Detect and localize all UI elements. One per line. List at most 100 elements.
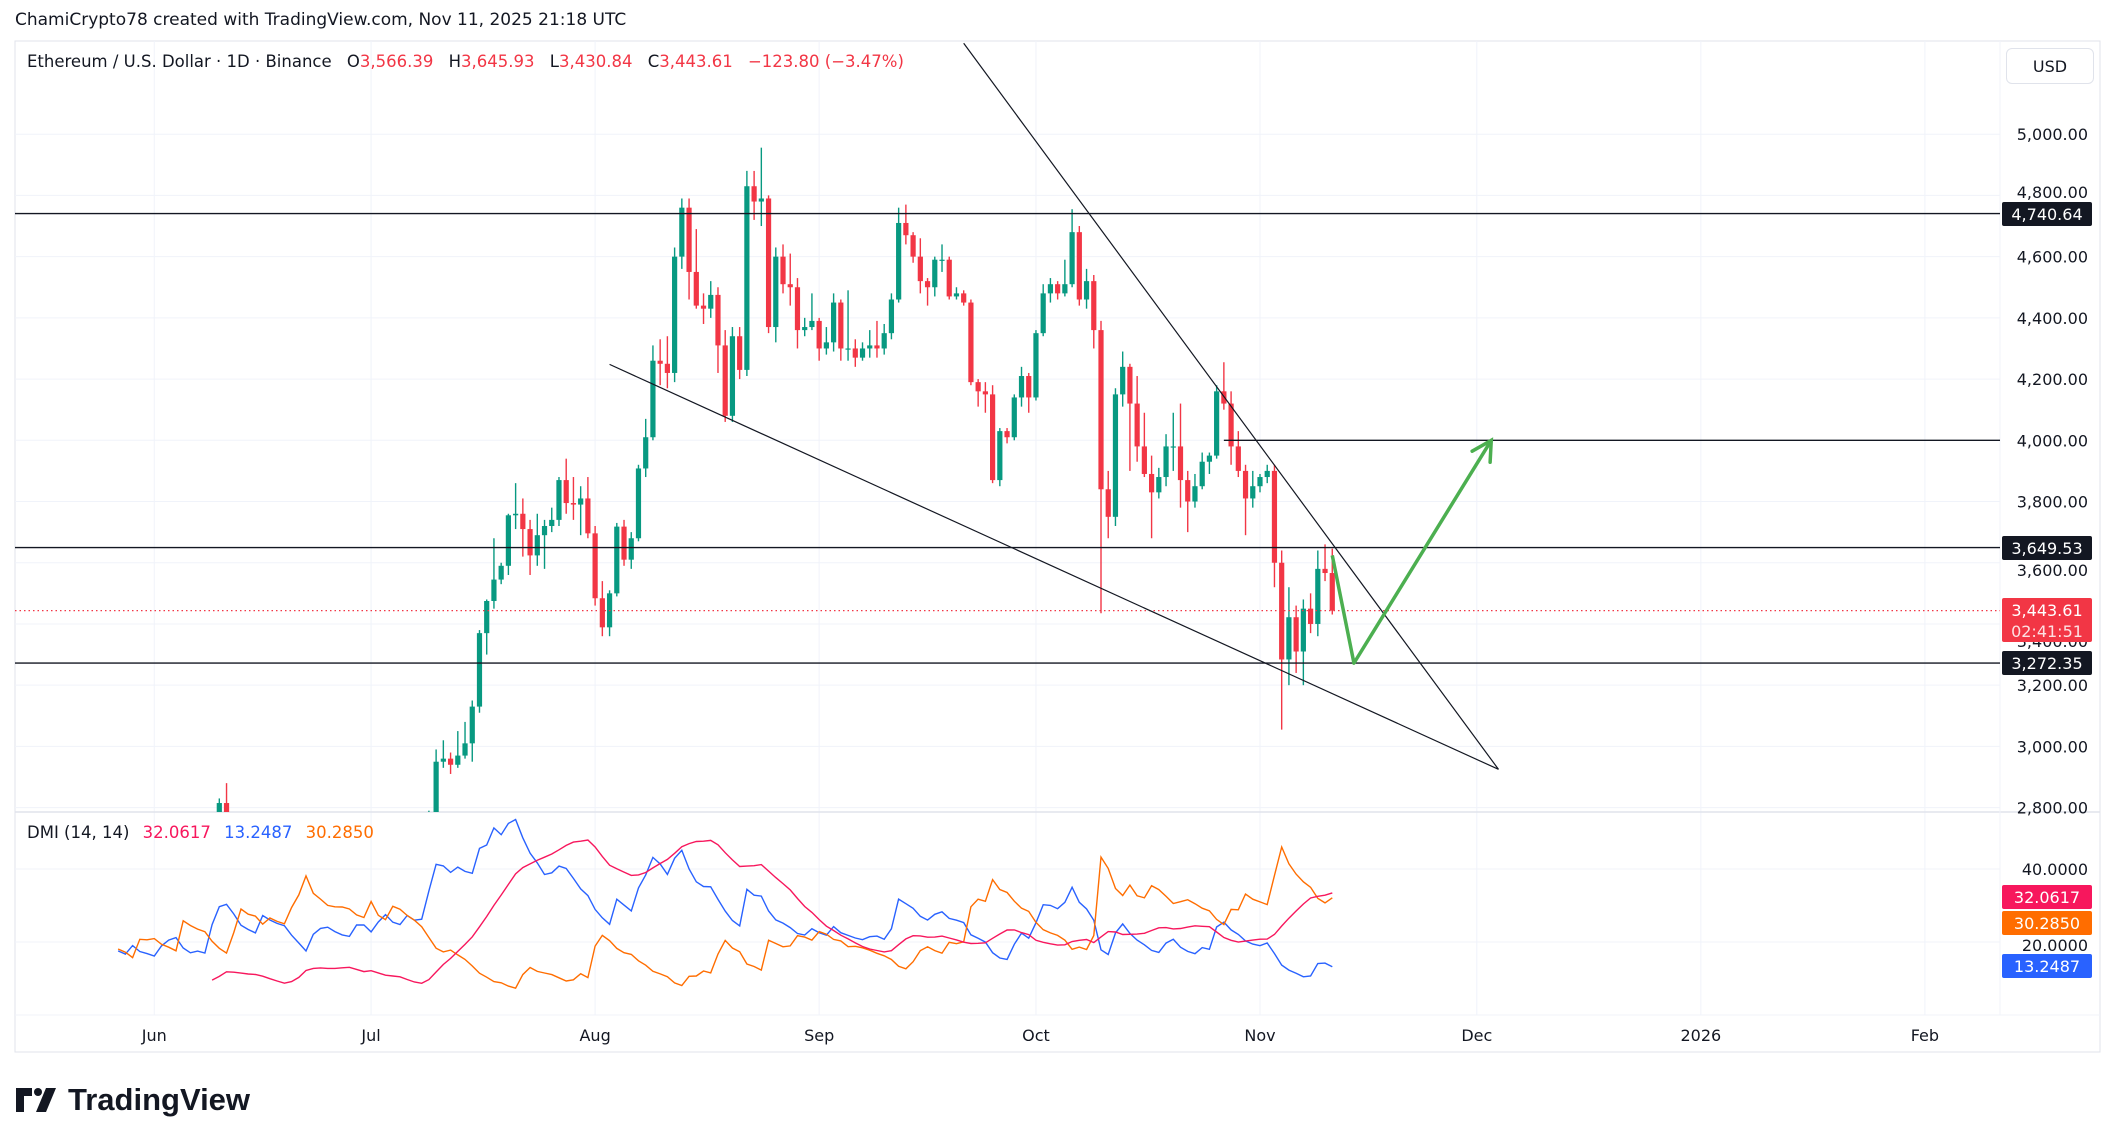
tradingview-logo[interactable]: TradingView	[16, 1082, 250, 1118]
candle	[267, 881, 272, 905]
candle	[1033, 330, 1039, 401]
candle-body	[58, 893, 63, 899]
candle-body	[484, 601, 490, 634]
candle-body	[1127, 366, 1133, 404]
candle-body	[390, 872, 395, 896]
candle	[159, 866, 164, 906]
candle	[614, 522, 620, 597]
candle	[440, 740, 446, 768]
candle-body	[144, 890, 149, 891]
candle-body	[1156, 477, 1162, 493]
candle	[144, 884, 149, 902]
price-tick-label: 2,800.00	[2017, 799, 2088, 818]
candle	[722, 330, 728, 422]
candle	[447, 752, 454, 774]
candle	[1156, 467, 1162, 499]
candle-body	[917, 256, 923, 282]
candle	[181, 857, 186, 930]
candle-body	[780, 256, 786, 285]
candle-body	[476, 633, 483, 707]
candle-body	[599, 598, 605, 628]
time-tick-label: Jun	[141, 1026, 167, 1045]
candle	[65, 875, 70, 906]
drawings[interactable]	[15, 42, 2000, 770]
candle	[910, 232, 916, 263]
candle-body	[65, 892, 70, 894]
candle-body	[982, 391, 988, 395]
candle-body	[1264, 470, 1270, 478]
candle-body	[1112, 394, 1119, 517]
candle	[513, 483, 519, 530]
candle	[50, 887, 55, 924]
candle	[361, 893, 366, 905]
candle	[1315, 550, 1321, 637]
candle-body	[1199, 461, 1205, 487]
candle	[773, 247, 779, 343]
candle	[116, 835, 121, 884]
candle-body	[737, 336, 743, 370]
candle-body	[491, 579, 497, 602]
candle-body	[462, 743, 468, 756]
candle-body	[79, 850, 84, 884]
symbol-legend[interactable]: Ethereum / U.S. Dollar · 1D · Binance O3…	[27, 52, 904, 71]
candle-body	[405, 878, 410, 893]
candle-body	[794, 287, 801, 331]
candle-body	[447, 758, 454, 765]
candle	[505, 513, 511, 575]
candle	[1235, 431, 1241, 478]
candle	[621, 519, 627, 566]
candle	[802, 317, 808, 337]
trendline[interactable]	[609, 363, 1499, 770]
candle-body	[202, 893, 207, 896]
tradingview-logo-icon	[16, 1088, 56, 1112]
candle	[924, 278, 931, 306]
candle	[1199, 452, 1205, 490]
candle-body	[1011, 397, 1017, 438]
change-value: −123.80 (−3.47%)	[747, 52, 904, 71]
open-label: O	[346, 52, 360, 71]
dmi-adx-axis-text: 32.0617	[2014, 888, 2080, 907]
candle	[556, 477, 562, 527]
candle	[1185, 470, 1191, 533]
candle	[751, 170, 757, 220]
trendline[interactable]	[963, 42, 1499, 770]
candle	[1141, 412, 1147, 478]
candle-body	[94, 890, 99, 891]
candle-body	[722, 345, 728, 416]
candle-body	[253, 887, 258, 893]
projection-arrow-path[interactable]	[1330, 439, 1493, 665]
candle-body	[657, 360, 663, 364]
dmi-minus-di-value: 30.2850	[305, 823, 374, 842]
candle	[1026, 372, 1032, 413]
candle-body	[433, 761, 439, 812]
dmi-minus-di-axis-text: 30.2850	[2014, 914, 2080, 933]
candle	[1120, 351, 1126, 407]
dmi-legend[interactable]: DMI (14, 14) 32.0617 13.2487 30.2850	[27, 823, 374, 842]
candle-body	[845, 348, 851, 350]
candle-body	[87, 850, 92, 890]
candle	[816, 317, 822, 361]
candle	[469, 700, 475, 762]
candle-body	[1026, 376, 1032, 398]
projection-arrow-head[interactable]	[1470, 437, 1494, 465]
candle-body	[1076, 232, 1082, 300]
candle-body	[1083, 281, 1090, 300]
candle-body	[325, 915, 330, 924]
candle	[903, 204, 909, 245]
candle-body	[534, 535, 540, 556]
candle	[1091, 275, 1097, 349]
candle-body	[397, 893, 402, 896]
close-label: C	[647, 52, 660, 71]
candle	[94, 875, 99, 896]
candle-body	[440, 758, 446, 762]
candle-body	[549, 519, 555, 527]
candle-body	[1018, 376, 1025, 398]
time-axis[interactable]: Jun Jul Aug Sep Oct Nov Dec 2026 Feb	[141, 1026, 1939, 1045]
candle-body	[1105, 489, 1111, 517]
currency-button[interactable]: USD	[2006, 48, 2094, 84]
candle-body	[896, 222, 902, 300]
candle-body	[672, 256, 678, 373]
candle-body	[1279, 562, 1285, 660]
candle	[780, 244, 786, 294]
